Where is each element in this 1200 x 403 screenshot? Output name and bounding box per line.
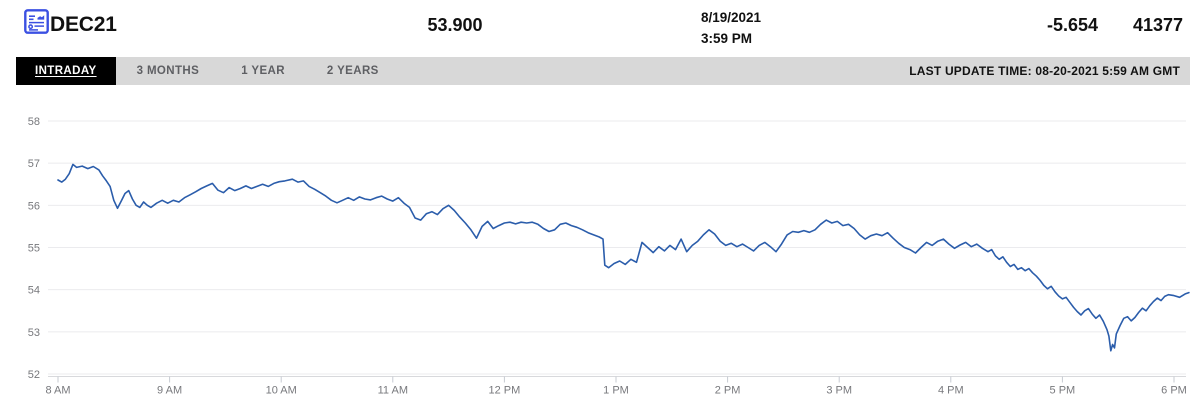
price-line [57,163,1190,352]
x-axis-label: 8 AM [45,385,70,397]
tab-1-year[interactable]: 1 YEAR [241,65,285,77]
x-axis-label: 3 PM [826,385,852,397]
y-axis-label: 56 [28,200,40,212]
tab-intraday[interactable]: INTRADAY [16,57,116,85]
tab-3-months[interactable]: 3 MONTHS [136,65,200,77]
quote-datetime: 8/19/2021 3:59 PM [701,8,761,50]
symbol-title: DEC21 [50,13,117,36]
y-axis-label: 57 [28,158,40,170]
x-axis-label: 2 PM [715,385,741,397]
x-axis-label: 10 AM [266,385,297,397]
last-price: 53.900 [427,15,483,35]
y-axis-label: 55 [28,243,40,255]
x-axis-label: 1 PM [603,385,629,397]
volume-value: 41377 [1132,15,1183,35]
price-change: -5.654 [1046,15,1098,35]
x-axis-label: 4 PM [938,385,964,397]
y-axis-label: 54 [28,285,40,297]
tab-intraday-label: INTRADAY [35,65,97,77]
x-axis-label: 11 AM [378,385,408,397]
y-axis-label: 52 [28,369,40,381]
tab-2-years[interactable]: 2 YEARS [326,65,379,77]
y-axis-label: 58 [28,116,40,128]
x-axis-label: 6 PM [1161,385,1187,397]
x-axis-label: 5 PM [1050,385,1076,397]
range-tabbar: INTRADAY 3 MONTHS 1 YEAR 2 YEARS LAST UP… [16,57,1190,85]
x-axis-label: 12 PM [489,385,521,397]
quote-header: DEC21 53.900 8/19/2021 3:59 PM -5.654 41… [0,0,1200,57]
x-axis-label: 9 AM [157,385,182,397]
quote-date: 8/19/2021 [701,10,762,25]
report-chart-icon [24,9,49,34]
y-axis-label: 53 [28,327,40,339]
last-update-time: LAST UPDATE TIME: 08-20-2021 5:59 AM GMT [909,64,1180,78]
price-chart: 58 57 56 55 54 53 52 8 AM 9 AM 10 AM 11 AM 12 PM 1 P… [28,116,1190,397]
quote-time: 3:59 PM [701,30,753,46]
